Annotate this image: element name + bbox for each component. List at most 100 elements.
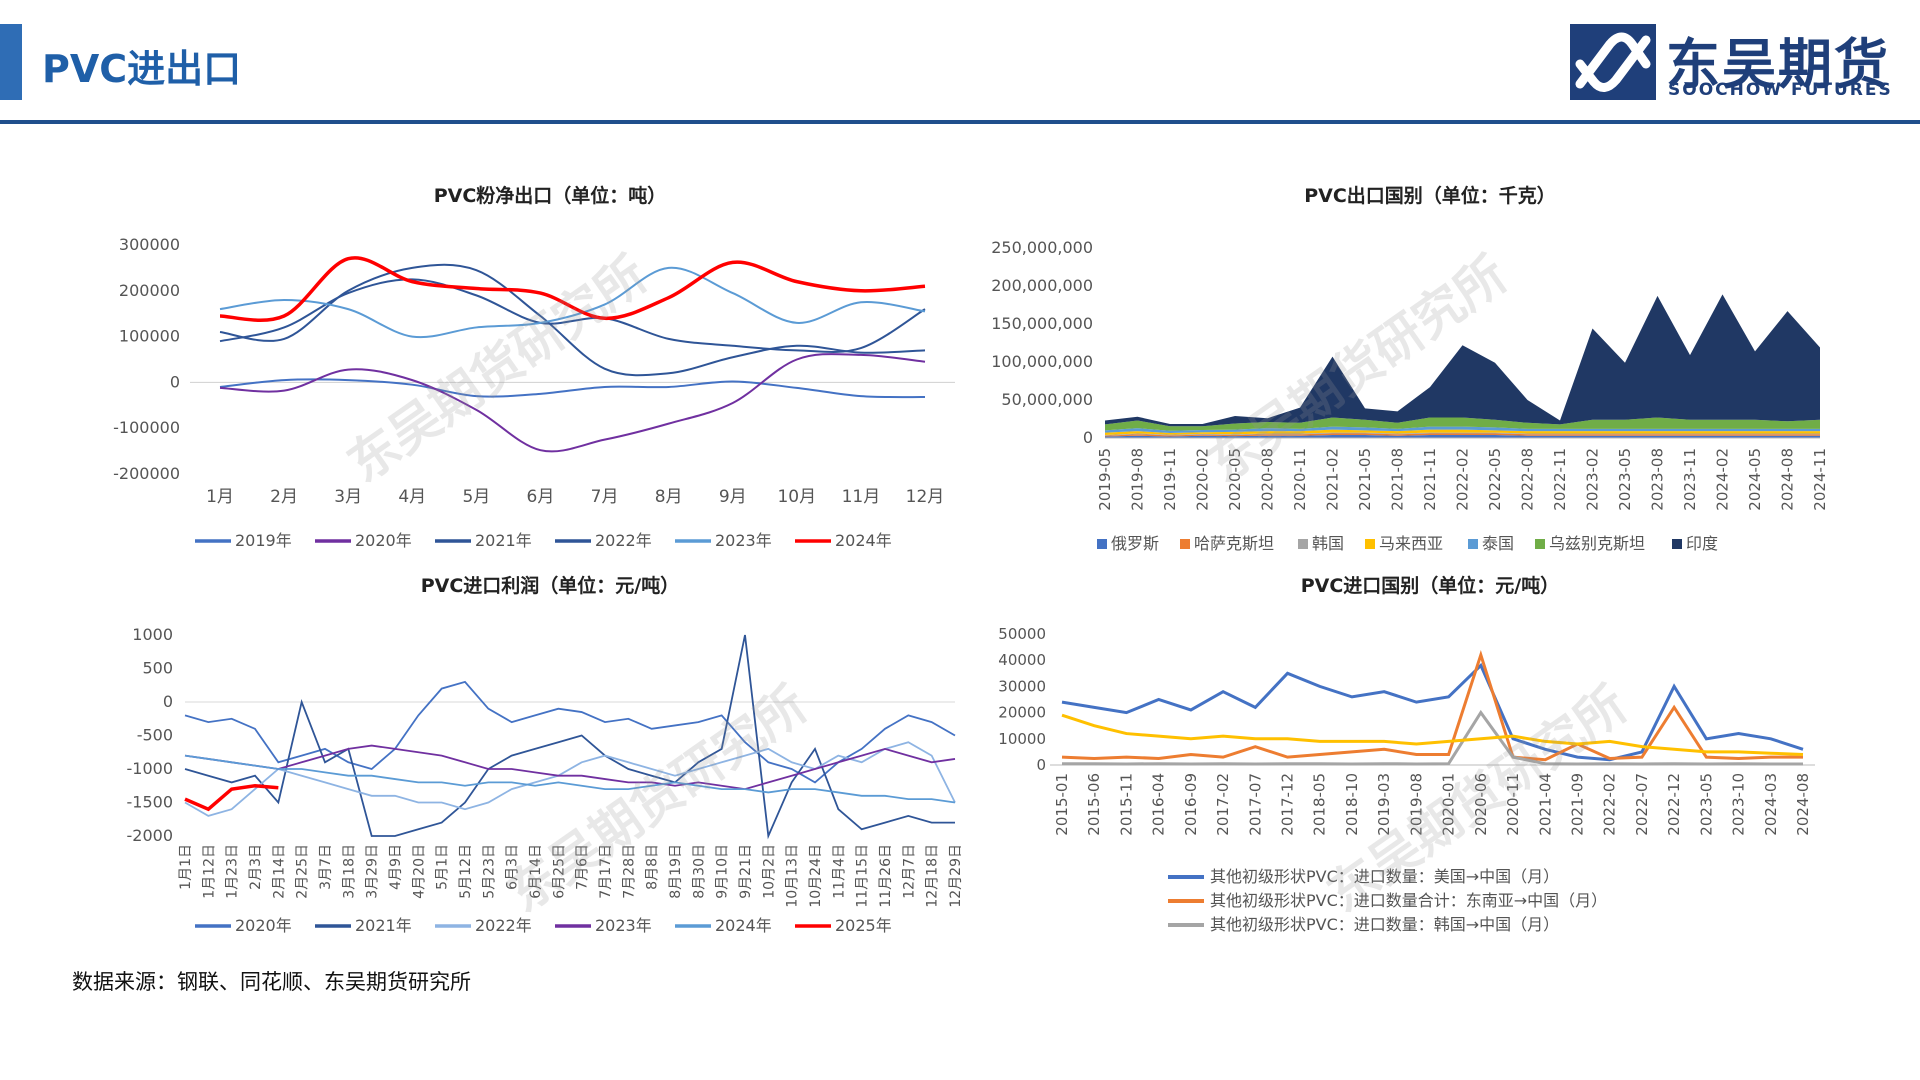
logo-mark-icon: [1570, 24, 1656, 100]
x-tick-label: 2021-02: [1324, 448, 1342, 511]
x-tick-label: 7月: [591, 487, 619, 507]
legend-swatch: [1672, 539, 1682, 549]
legend-swatch: [1097, 539, 1107, 549]
series-line: [184, 783, 279, 812]
y-tick-label: 100,000,000: [991, 352, 1093, 371]
legend-label: 2021年: [475, 531, 532, 550]
x-tick-label: 8月30日: [691, 844, 707, 899]
x-tick-label: 12月29日: [948, 844, 964, 908]
series-area: [1105, 294, 1820, 427]
legend-label: 2022年: [475, 916, 532, 935]
x-tick-label: 4月20日: [411, 844, 427, 899]
legend-label: 韩国: [1312, 534, 1344, 553]
x-tick-label: 2023-08: [1649, 448, 1667, 511]
x-tick-label: 7月17日: [598, 844, 614, 899]
y-tick-label: -200000: [113, 464, 180, 483]
x-tick-label: 8月19日: [668, 844, 684, 899]
x-tick-label: 3月7日: [318, 844, 334, 890]
x-tick-label: 2019-08: [1407, 773, 1425, 836]
legend-swatch: [1535, 539, 1545, 549]
y-tick-label: 250,000,000: [991, 238, 1093, 257]
legend-swatch: [1468, 539, 1478, 549]
chart-title: PVC粉净出口（单位：吨）: [434, 184, 667, 207]
legend-label: 其他初级形状PVC：进口数量：美国→中国（月）: [1210, 867, 1559, 886]
x-tick-label: 4月9日: [388, 844, 404, 890]
legend-swatch: [1365, 539, 1375, 549]
y-tick-label: 200,000,000: [991, 276, 1093, 295]
x-tick-label: 3月: [334, 487, 362, 507]
legend-label: 2023年: [595, 916, 652, 935]
brand-logo: 东吴期货 SOOCHOW FUTURES: [1570, 24, 1900, 100]
x-tick-label: 2020-06: [1472, 773, 1490, 836]
legend-label: 2024年: [715, 916, 772, 935]
y-tick-label: 100000: [119, 327, 180, 346]
y-tick-label: -1000: [127, 759, 174, 778]
x-tick-label: 2020-05: [1226, 448, 1244, 511]
x-tick-label: 2022-07: [1633, 773, 1651, 836]
x-tick-label: 2021-05: [1356, 448, 1374, 511]
series-line: [219, 353, 926, 453]
legend-label: 2019年: [235, 531, 292, 550]
x-tick-label: 2024-02: [1714, 448, 1732, 511]
x-tick-label: 2018-10: [1343, 773, 1361, 836]
x-tick-label: 2020-11: [1504, 773, 1522, 836]
x-tick-label: 8月8日: [645, 844, 661, 890]
legend-label: 2020年: [355, 531, 412, 550]
x-tick-label: 2021-11: [1421, 448, 1439, 511]
x-tick-label: 10月: [777, 487, 816, 507]
chart-title: PVC进口利润（单位：元/吨）: [421, 574, 680, 597]
x-tick-label: 1月: [206, 487, 234, 507]
y-tick-label: -500: [137, 726, 173, 745]
series-area: [1105, 426, 1820, 434]
chart-net-export: PVC粉净出口（单位：吨） 300000 200000 100000 0 -100000 -…: [100, 180, 1000, 560]
series-line: [219, 278, 926, 353]
x-tick-label: 2015-11: [1117, 773, 1135, 836]
x-tick-label: 2016-09: [1182, 773, 1200, 836]
series-line: [1062, 709, 1803, 766]
legend-label: 泰国: [1482, 534, 1514, 553]
series-area: [1105, 417, 1820, 431]
x-tick-label: 11月15日: [855, 844, 871, 908]
x-tick-label: 2022-12: [1665, 773, 1683, 836]
y-tick-label: 20000: [998, 704, 1046, 722]
legend-swatch: [1180, 539, 1190, 549]
y-tick-label: -2000: [127, 826, 174, 845]
series-line: [1061, 650, 1803, 762]
chart-import-by-country: PVC进口国别（单位：元/吨） 50000 40000 30000 20000 10000…: [980, 570, 1880, 950]
x-tick-label: 12月: [906, 487, 945, 507]
x-tick-label: 2022-05: [1486, 448, 1504, 511]
y-tick-label: 0: [1036, 756, 1046, 774]
x-tick-label: 5月12日: [458, 844, 474, 899]
x-tick-label: 2019-08: [1129, 448, 1147, 511]
x-tick-label: 2024-05: [1746, 448, 1764, 511]
legend-label: 其他初级形状PVC：进口数量合计：东南亚→中国（月）: [1210, 891, 1607, 910]
x-tick-label: 2023-05: [1697, 773, 1715, 836]
x-tick-label: 2024-11: [1811, 448, 1829, 511]
series-area: [1105, 429, 1820, 435]
x-tick-label: 2020-08: [1259, 448, 1277, 511]
y-tick-label: 200000: [119, 281, 180, 300]
x-tick-label: 4月: [398, 487, 426, 507]
x-tick-label: 12月7日: [901, 844, 917, 899]
x-tick-label: 5月1日: [435, 844, 451, 890]
x-tick-label: 2023-10: [1730, 773, 1748, 836]
legend-label: 马来西亚: [1379, 534, 1443, 553]
x-tick-label: 2022-02: [1454, 448, 1472, 511]
x-tick-label: 2023-05: [1616, 448, 1634, 511]
x-tick-label: 2017-07: [1246, 773, 1264, 836]
legend-label: 2020年: [235, 916, 292, 935]
legend-label: 印度: [1686, 534, 1718, 553]
x-tick-label: 8月: [655, 487, 683, 507]
x-tick-label: 9月21日: [738, 844, 754, 899]
x-tick-label: 2024-08: [1779, 448, 1797, 511]
x-tick-label: 10月13日: [785, 844, 801, 908]
x-tick-label: 6月14日: [528, 844, 544, 899]
y-tick-label: 30000: [998, 677, 1046, 695]
x-tick-label: 2021-08: [1389, 448, 1407, 511]
x-tick-label: 2023-11: [1681, 448, 1699, 511]
x-tick-label: 3月29日: [365, 844, 381, 899]
x-tick-label: 11月: [842, 487, 881, 507]
x-tick-label: 5月23日: [481, 844, 497, 899]
series-line: [184, 744, 956, 791]
y-tick-label: 500: [142, 659, 173, 678]
